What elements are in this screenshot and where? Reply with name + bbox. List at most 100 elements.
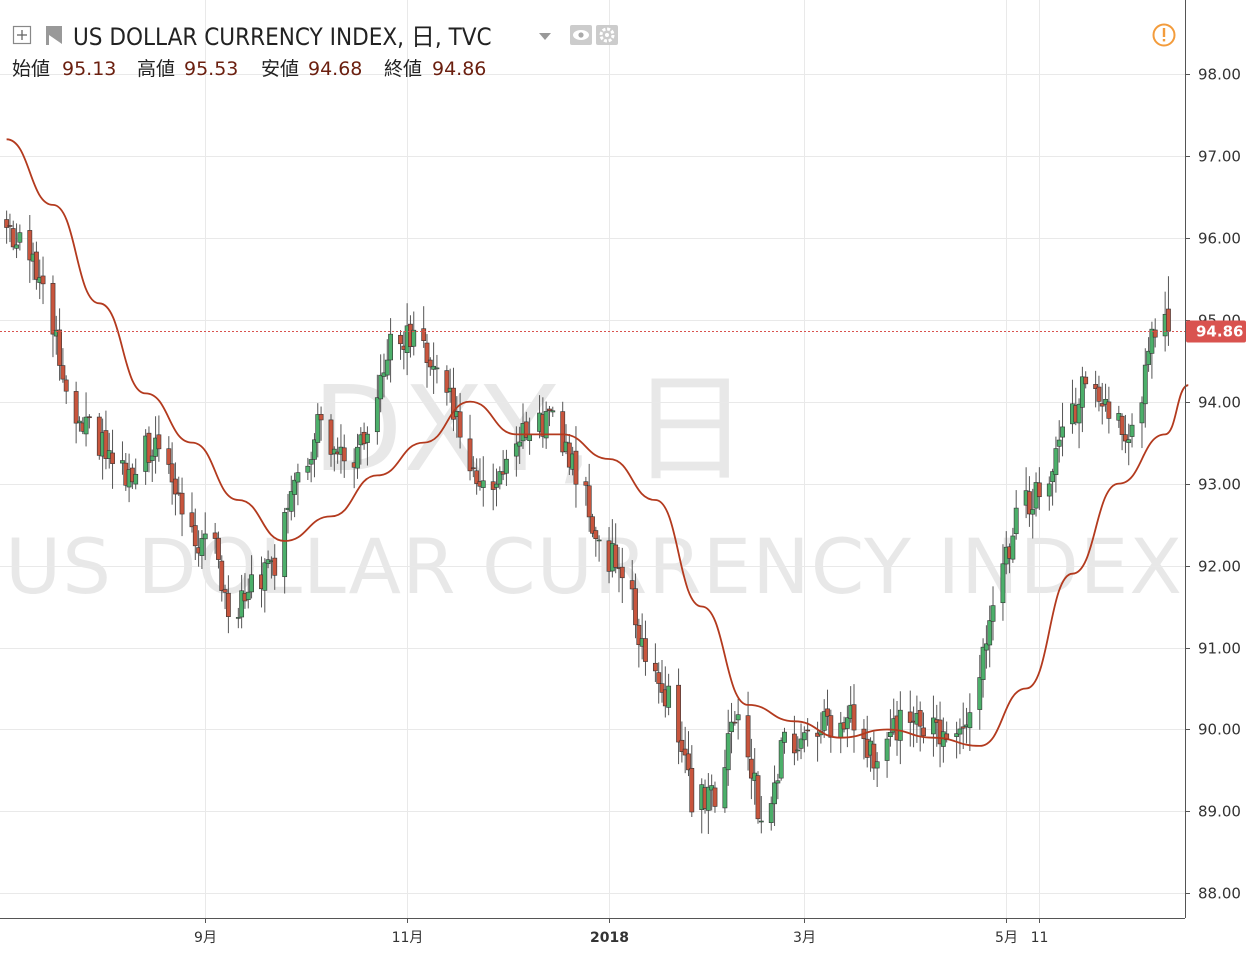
candle-body <box>987 620 993 646</box>
candle-body <box>1142 364 1148 405</box>
candle-body <box>295 472 301 483</box>
candle-body <box>543 411 549 439</box>
candle-body <box>1106 401 1112 419</box>
candle-body <box>884 738 890 761</box>
candle-body <box>305 465 311 473</box>
y-tick-label: 91.00 <box>1198 640 1241 658</box>
candle-body <box>795 749 801 752</box>
candle-body <box>983 643 989 651</box>
candle-body <box>851 704 857 731</box>
candle-body <box>219 560 225 591</box>
candle-body <box>517 441 523 447</box>
y-tick-label: 92.00 <box>1198 558 1241 576</box>
candle-body <box>189 512 195 528</box>
candle-body <box>341 447 347 462</box>
chart-title: US DOLLAR CURRENCY INDEX, 日, TVC <box>73 23 492 51</box>
candle-body <box>103 430 109 459</box>
candle-body <box>1000 563 1006 604</box>
candle-body <box>86 416 92 419</box>
high-value: 95.53 <box>184 58 238 80</box>
candle-body <box>745 715 751 758</box>
candle-body <box>980 646 986 680</box>
candle-body <box>897 709 903 741</box>
y-tick-label: 96.00 <box>1198 230 1241 248</box>
moving-average-series <box>6 138 1189 747</box>
candle-body <box>527 434 533 441</box>
candle-body <box>212 532 218 539</box>
candle-body <box>1079 376 1085 408</box>
y-tick-label: 93.00 <box>1198 476 1241 494</box>
flag-icon[interactable] <box>46 26 62 45</box>
candle-body <box>1053 448 1059 476</box>
candle-body <box>550 410 556 413</box>
header: US DOLLAR CURRENCY INDEX, 日, TVC 始値 95.1… <box>12 23 1176 80</box>
candle-body <box>388 333 393 361</box>
candle-body <box>659 683 665 693</box>
candle-body <box>583 481 589 486</box>
candle-body <box>149 455 155 461</box>
candle-body <box>722 767 728 809</box>
candle-body <box>480 480 486 488</box>
candle-body <box>57 329 62 366</box>
candle-body <box>17 232 23 243</box>
exclamation-circle-icon[interactable] <box>1152 23 1176 47</box>
caret-down-icon[interactable] <box>539 33 551 40</box>
candle-body <box>1139 402 1145 424</box>
candle-body <box>636 624 642 645</box>
candle-body <box>772 782 777 805</box>
candle-body <box>470 467 476 470</box>
candle-body <box>679 739 685 752</box>
candle-body <box>192 525 198 547</box>
candle-body <box>821 711 827 731</box>
candle-body <box>844 717 850 729</box>
candle-body <box>239 590 245 618</box>
candle-body <box>60 365 66 380</box>
candle-body <box>960 726 966 729</box>
plus-square-icon[interactable] <box>12 25 32 45</box>
gear-icon[interactable] <box>596 25 618 45</box>
candle-body <box>758 820 764 823</box>
open-label: 始値 <box>12 58 50 80</box>
y-tick-label: 97.00 <box>1198 148 1241 166</box>
candle-body <box>282 512 288 578</box>
x-tick-label: 9月 <box>194 930 217 946</box>
candle-body <box>652 662 658 672</box>
candle-body <box>1152 329 1158 338</box>
candle-body <box>292 479 297 495</box>
candle-body <box>729 721 734 733</box>
grid-lines <box>0 0 1185 918</box>
candle-body <box>921 727 926 737</box>
candle-body <box>590 516 595 534</box>
y-tick-label: 90.00 <box>1198 721 1241 739</box>
candle-body <box>573 450 579 485</box>
candle-body <box>166 448 172 465</box>
low-value: 94.68 <box>308 58 362 80</box>
candle-body <box>1126 439 1132 443</box>
candle-body <box>874 761 880 769</box>
candle-body <box>686 753 691 771</box>
candle-body <box>73 391 79 424</box>
candle-body <box>775 780 781 784</box>
candle-body <box>179 492 185 515</box>
eye-icon[interactable] <box>570 25 592 45</box>
candle-body <box>676 684 681 743</box>
candle-body <box>1149 328 1155 354</box>
candle-body <box>27 230 33 261</box>
candle-body <box>202 533 208 540</box>
candle-body <box>801 732 807 741</box>
candle-body <box>318 414 324 421</box>
candle-body <box>828 715 834 738</box>
candle-body <box>586 485 592 518</box>
candle-body <box>917 710 923 727</box>
candle-body <box>216 537 221 560</box>
candle-body <box>593 530 599 539</box>
candle-body <box>778 740 784 779</box>
ohlc-legend: 始値 95.13 高値 95.53 安値 94.68 終値 94.86 <box>12 58 486 80</box>
candle-body <box>83 416 89 435</box>
candle-body <box>619 566 625 579</box>
candle-body <box>596 539 602 542</box>
candle-body <box>374 397 380 433</box>
candle-body <box>666 685 672 708</box>
candle-body <box>40 275 46 285</box>
